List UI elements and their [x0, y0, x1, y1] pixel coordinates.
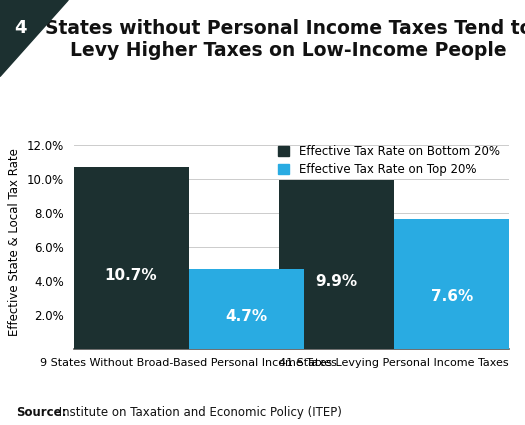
Text: 4: 4	[14, 19, 26, 37]
Y-axis label: Effective State & Local Tax Rate: Effective State & Local Tax Rate	[8, 148, 21, 336]
Text: States without Personal Income Taxes Tend to
Levy Higher Taxes on Low-Income Peo: States without Personal Income Taxes Ten…	[45, 19, 525, 60]
Text: Source:: Source:	[16, 405, 66, 419]
Bar	[74, 167, 188, 348]
Bar	[279, 180, 394, 348]
Text: 4.7%: 4.7%	[225, 309, 267, 324]
Text: 7.6%: 7.6%	[430, 289, 473, 304]
Text: 9.9%: 9.9%	[316, 274, 358, 289]
Bar	[188, 269, 303, 348]
Bar	[394, 219, 509, 348]
Legend: Effective Tax Rate on Bottom 20%, Effective Tax Rate on Top 20%: Effective Tax Rate on Bottom 20%, Effect…	[274, 142, 503, 180]
Text: 10.7%: 10.7%	[105, 268, 158, 283]
Text: Institute on Taxation and Economic Policy (ITEP): Institute on Taxation and Economic Polic…	[55, 405, 342, 419]
Polygon shape	[0, 0, 68, 76]
